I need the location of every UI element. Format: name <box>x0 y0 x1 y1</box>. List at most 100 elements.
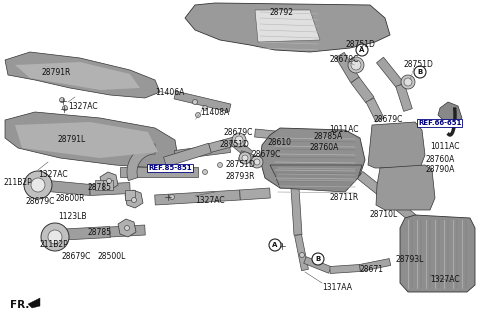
Circle shape <box>132 197 136 202</box>
Polygon shape <box>185 3 390 52</box>
Circle shape <box>269 239 281 251</box>
Text: 28793R: 28793R <box>225 172 254 181</box>
Polygon shape <box>5 52 160 98</box>
Polygon shape <box>304 257 331 273</box>
Circle shape <box>203 170 207 174</box>
Text: REF.66-651: REF.66-651 <box>418 120 461 126</box>
Text: 28610: 28610 <box>268 138 292 147</box>
Text: A: A <box>272 242 278 248</box>
Text: 28751D: 28751D <box>404 60 434 69</box>
Polygon shape <box>366 98 384 122</box>
Text: 28751D: 28751D <box>220 140 250 149</box>
Polygon shape <box>295 234 309 271</box>
Circle shape <box>203 106 207 111</box>
Polygon shape <box>376 57 404 88</box>
Text: 28790A: 28790A <box>425 165 455 174</box>
Text: 28760A: 28760A <box>310 143 339 152</box>
Circle shape <box>41 223 69 251</box>
Circle shape <box>348 57 364 73</box>
Polygon shape <box>330 264 360 274</box>
Text: A: A <box>360 47 365 53</box>
Polygon shape <box>382 192 418 223</box>
Circle shape <box>232 133 246 147</box>
Text: 1327AC: 1327AC <box>195 196 225 205</box>
Polygon shape <box>55 227 110 240</box>
Text: 28791L: 28791L <box>58 135 86 144</box>
Text: 1317AA: 1317AA <box>322 283 352 292</box>
Polygon shape <box>209 136 241 152</box>
Circle shape <box>62 106 68 111</box>
Circle shape <box>169 195 175 199</box>
Polygon shape <box>174 144 230 159</box>
Polygon shape <box>110 225 145 237</box>
Circle shape <box>24 171 52 199</box>
Polygon shape <box>95 180 105 190</box>
Text: B: B <box>418 69 422 75</box>
Circle shape <box>242 155 248 161</box>
Polygon shape <box>260 128 365 188</box>
Text: 1011AC: 1011AC <box>430 142 459 151</box>
Polygon shape <box>127 144 155 181</box>
Polygon shape <box>229 136 253 158</box>
Text: 28751D: 28751D <box>345 40 375 49</box>
Text: 28791R: 28791R <box>42 68 72 77</box>
Text: REF.85-851: REF.85-851 <box>148 165 192 171</box>
Text: 28600R: 28600R <box>56 194 85 203</box>
Text: 28679C: 28679C <box>252 150 281 159</box>
Polygon shape <box>174 91 231 112</box>
Circle shape <box>351 60 361 70</box>
Polygon shape <box>125 190 143 208</box>
Polygon shape <box>438 102 462 125</box>
Text: 211B2P: 211B2P <box>4 178 33 187</box>
Polygon shape <box>125 190 135 200</box>
Text: 28760A: 28760A <box>425 155 455 164</box>
Polygon shape <box>155 190 240 205</box>
Circle shape <box>356 44 368 56</box>
Polygon shape <box>400 215 475 292</box>
Polygon shape <box>118 219 136 237</box>
Text: 28785: 28785 <box>88 183 112 192</box>
Text: 28751D: 28751D <box>225 160 255 169</box>
Text: 28785: 28785 <box>88 228 112 237</box>
Polygon shape <box>103 180 113 190</box>
Text: 1327AC: 1327AC <box>38 170 68 179</box>
Circle shape <box>414 66 426 78</box>
Text: 28793L: 28793L <box>395 255 423 264</box>
Polygon shape <box>37 179 91 195</box>
Text: 28679C: 28679C <box>223 128 252 137</box>
Circle shape <box>251 156 263 168</box>
Text: B: B <box>315 256 321 262</box>
Polygon shape <box>28 298 40 308</box>
Text: 28792: 28792 <box>270 8 294 17</box>
Text: 28679C: 28679C <box>26 197 55 206</box>
Polygon shape <box>254 129 305 142</box>
Text: 28671: 28671 <box>360 265 384 274</box>
Circle shape <box>404 78 412 86</box>
Circle shape <box>192 99 197 105</box>
Text: 28679C: 28679C <box>330 55 360 64</box>
Text: 28500L: 28500L <box>98 252 126 261</box>
Circle shape <box>48 230 62 244</box>
Text: 1123LB: 1123LB <box>58 212 86 221</box>
Text: 11408A: 11408A <box>200 108 229 117</box>
Circle shape <box>277 242 283 248</box>
Text: 28679C: 28679C <box>374 115 403 124</box>
Text: 211B2P: 211B2P <box>40 240 69 249</box>
Text: FR.: FR. <box>10 300 29 310</box>
Text: 28679C: 28679C <box>62 252 91 261</box>
Polygon shape <box>368 122 425 168</box>
Circle shape <box>31 178 45 192</box>
Text: 1327AC: 1327AC <box>430 275 460 284</box>
Polygon shape <box>255 10 320 42</box>
Circle shape <box>60 97 64 102</box>
Polygon shape <box>357 172 388 198</box>
Polygon shape <box>240 188 270 200</box>
Polygon shape <box>120 167 198 177</box>
Polygon shape <box>396 84 412 112</box>
Polygon shape <box>336 52 360 83</box>
Polygon shape <box>351 77 374 103</box>
Polygon shape <box>304 134 341 149</box>
Circle shape <box>239 152 251 164</box>
Text: 1327AC: 1327AC <box>68 102 97 111</box>
Polygon shape <box>164 143 212 167</box>
